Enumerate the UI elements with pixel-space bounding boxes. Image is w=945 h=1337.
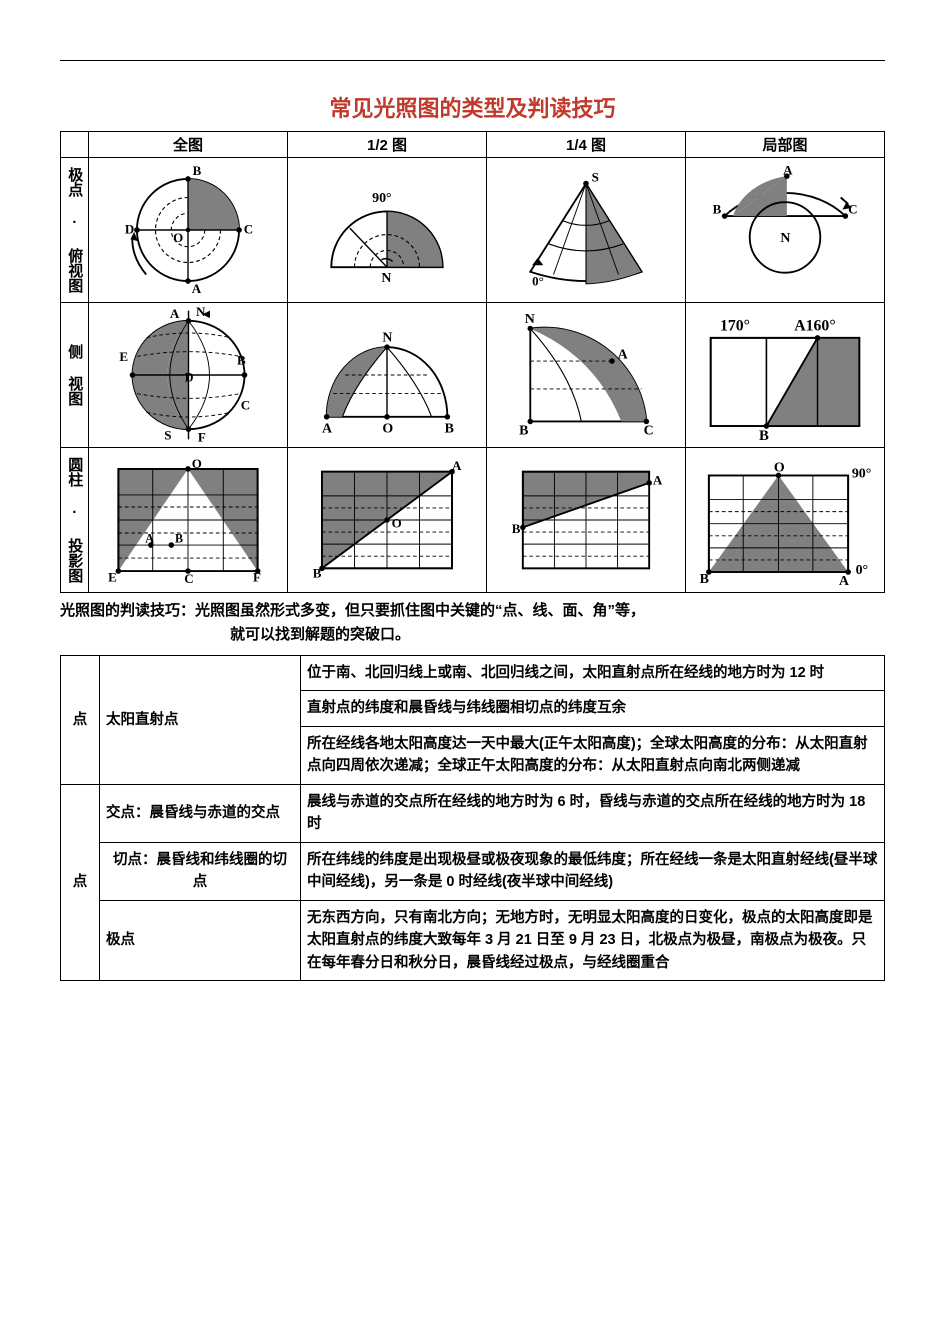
svg-text:O: O bbox=[392, 515, 402, 530]
group0-row1: 直射点的纬度和晨昏线与纬线圈相切点的纬度互余 bbox=[301, 691, 885, 726]
side-full-icon: A N E B D C S F bbox=[101, 305, 276, 445]
svg-text:B: B bbox=[175, 531, 183, 545]
text-table: 点 太阳直射点 位于南、北回归线上或南、北回归线之间，太阳直射点所在经线的地方时… bbox=[60, 655, 885, 981]
group0-row0: 位于南、北回归线上或南、北回归线之间，太阳直射点所在经线的地方时为 12 时 bbox=[301, 656, 885, 691]
group0-mid: 太阳直射点 bbox=[100, 656, 301, 785]
diagram-r2c2: A B bbox=[487, 448, 686, 593]
svg-text:A: A bbox=[839, 574, 849, 585]
svg-text:C: C bbox=[244, 222, 253, 237]
diagram-r0c0: B C A D O bbox=[89, 158, 288, 303]
svg-text:A: A bbox=[618, 347, 628, 362]
svg-text:A: A bbox=[452, 458, 462, 473]
svg-text:B: B bbox=[519, 423, 528, 438]
polar-quarter-icon: S 0° bbox=[501, 165, 671, 295]
polar-full-icon: B C A D O bbox=[103, 165, 273, 295]
svg-text:D: D bbox=[184, 371, 193, 385]
svg-text:B: B bbox=[237, 353, 246, 368]
group1-sub0-right: 晨线与赤道的交点所在经线的地方时为 6 时，昏线与赤道的交点所在经线的地方时为 … bbox=[301, 784, 885, 842]
diagram-r0c3: B A C N bbox=[686, 158, 885, 303]
svg-text:C: C bbox=[240, 398, 249, 413]
diagram-r2c1: A O B bbox=[288, 448, 487, 593]
diagram-r0c1: 90° N bbox=[288, 158, 487, 303]
svg-text:D: D bbox=[125, 222, 134, 237]
svg-text:A: A bbox=[145, 531, 154, 545]
svg-text:C: C bbox=[644, 423, 654, 438]
cyl-full-icon: O A B E C F bbox=[103, 455, 273, 585]
svg-text:B: B bbox=[193, 165, 202, 178]
svg-text:O: O bbox=[382, 422, 393, 437]
diagram-table: 全图 1/2 图 1/4 图 局部图 极点 · 俯视图 bbox=[60, 131, 885, 593]
col-header-1: 1/2 图 bbox=[288, 132, 487, 158]
svg-text:F: F bbox=[197, 429, 205, 444]
svg-text:N: N bbox=[382, 331, 392, 346]
group1-label: 点 bbox=[61, 784, 100, 980]
svg-text:N: N bbox=[780, 231, 790, 246]
tips-line1: 光照图的判读技巧：光照图虽然形式多变，但只要抓住图中关键的“点、线、面、角”等， bbox=[60, 602, 645, 619]
row-label-1: 侧 视图 bbox=[61, 303, 89, 448]
group1-sub1-mid: 切点：晨昏线和纬线圈的切点 bbox=[100, 842, 301, 900]
diagram-r1c0: A N E B D C S F bbox=[89, 303, 288, 448]
side-local-icon: 170° A160° B bbox=[690, 310, 880, 440]
top-rule bbox=[60, 60, 885, 61]
svg-text:S: S bbox=[592, 170, 599, 185]
svg-text:B: B bbox=[759, 428, 769, 440]
group0-row2: 所在经线各地太阳高度达一天中最大(正午太阳高度)；全球太阳高度的分布：从太阳直射… bbox=[301, 726, 885, 784]
svg-text:170°: 170° bbox=[720, 317, 750, 334]
row-label-2: 圆柱 · 投影图 bbox=[61, 448, 89, 593]
row-label-0: 极点 · 俯视图 bbox=[61, 158, 89, 303]
svg-text:C: C bbox=[848, 201, 857, 216]
svg-text:B: B bbox=[700, 572, 709, 585]
svg-text:0°: 0° bbox=[856, 563, 869, 578]
group1-sub1-right: 所在纬线的纬度是出现极昼或极夜现象的最低纬度；所在经线一条是太阳直射经线(昼半球… bbox=[301, 842, 885, 900]
svg-text:O: O bbox=[774, 461, 785, 476]
group1-sub2-mid: 极点 bbox=[100, 900, 301, 980]
svg-text:A160°: A160° bbox=[794, 317, 835, 334]
tips-text: 光照图的判读技巧：光照图虽然形式多变，但只要抓住图中关键的“点、线、面、角”等，… bbox=[60, 599, 885, 647]
diagram-r1c2: N A B C bbox=[487, 303, 686, 448]
group1-sub2-right: 无东西方向，只有南北方向；无地方时，无明显太阳高度的日变化，极点的太阳高度即是太… bbox=[301, 900, 885, 980]
svg-text:B: B bbox=[713, 201, 722, 216]
svg-text:A: A bbox=[783, 165, 793, 177]
corner-cell bbox=[61, 132, 89, 158]
diagram-r0c2: S 0° bbox=[487, 158, 686, 303]
svg-text:90°: 90° bbox=[372, 191, 391, 206]
svg-text:E: E bbox=[119, 349, 128, 364]
svg-text:0°: 0° bbox=[532, 274, 544, 289]
cyl-local-icon: O 90° A 0° B bbox=[690, 455, 880, 585]
svg-text:O: O bbox=[192, 456, 202, 471]
group0-label: 点 bbox=[61, 656, 100, 785]
svg-text:C: C bbox=[184, 571, 193, 585]
svg-text:O: O bbox=[173, 230, 183, 245]
svg-text:A: A bbox=[169, 306, 179, 321]
svg-text:B: B bbox=[313, 566, 322, 581]
diagram-r1c1: N A O B bbox=[288, 303, 487, 448]
diagram-r2c0: O A B E C F bbox=[89, 448, 288, 593]
polar-half-icon: 90° N bbox=[302, 165, 472, 295]
svg-text:E: E bbox=[108, 569, 117, 584]
polar-local-icon: B A C N bbox=[700, 165, 870, 295]
svg-text:A: A bbox=[322, 422, 332, 437]
svg-text:A: A bbox=[192, 281, 202, 295]
col-header-2: 1/4 图 bbox=[487, 132, 686, 158]
group1-sub0-mid: 交点：晨昏线与赤道的交点 bbox=[100, 784, 301, 842]
svg-text:N: N bbox=[381, 271, 391, 286]
svg-text:B: B bbox=[512, 521, 521, 536]
svg-text:N: N bbox=[195, 305, 205, 319]
svg-text:B: B bbox=[445, 422, 454, 437]
col-header-0: 全图 bbox=[89, 132, 288, 158]
side-half-icon: N A O B bbox=[302, 310, 472, 440]
cyl-quarter-icon: A B bbox=[501, 455, 671, 585]
diagram-r1c3: 170° A160° B bbox=[686, 303, 885, 448]
svg-text:N: N bbox=[525, 312, 535, 327]
diagram-r2c3: O 90° A 0° B bbox=[686, 448, 885, 593]
svg-text:90°: 90° bbox=[852, 466, 871, 481]
page-title: 常见光照图的类型及判读技巧 bbox=[60, 91, 885, 123]
svg-text:S: S bbox=[164, 427, 171, 442]
tips-line2: 就可以找到解题的突破口。 bbox=[60, 623, 885, 647]
cyl-half-icon: A O B bbox=[302, 455, 472, 585]
col-header-3: 局部图 bbox=[686, 132, 885, 158]
svg-text:A: A bbox=[653, 473, 663, 488]
svg-text:F: F bbox=[253, 569, 261, 584]
side-quarter-icon: N A B C bbox=[501, 310, 671, 440]
